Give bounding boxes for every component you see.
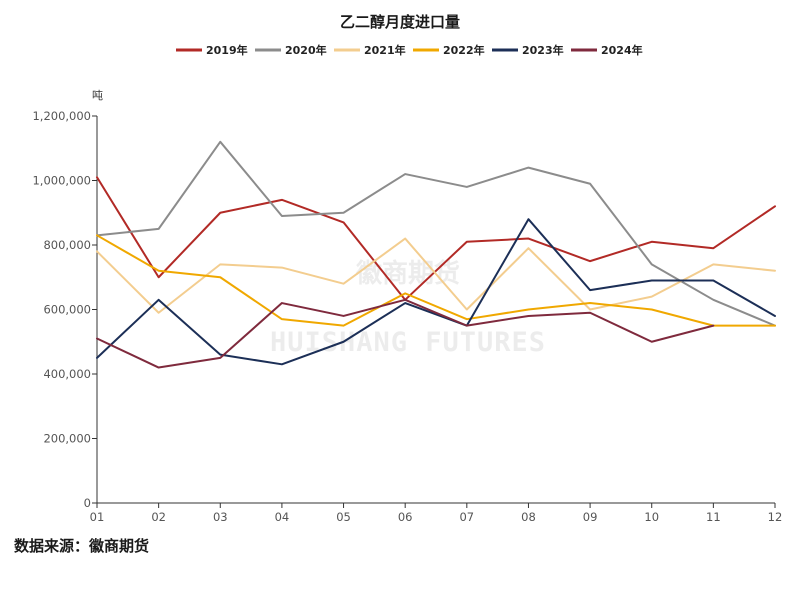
x-tick-label: 01 <box>90 510 105 524</box>
y-tick-label: 200,000 <box>43 432 91 446</box>
x-tick-label: 11 <box>706 510 721 524</box>
legend-label: 2022年 <box>443 43 485 57</box>
x-tick-label: 09 <box>583 510 598 524</box>
series-line-2024年 <box>96 298 715 369</box>
series-line-2023年 <box>96 218 776 366</box>
y-tick-label: 1,200,000 <box>32 109 91 123</box>
axes: 0 200,000 400,000 600,000 800,000 1,000,000 1,… <box>32 109 782 524</box>
legend-label: 2019年 <box>206 43 248 57</box>
legend: 2019年 2020年 2021年 2022年 2023年 2024年 <box>176 43 643 57</box>
y-tick-label: 400,000 <box>43 367 91 381</box>
y-tick-label: 800,000 <box>43 238 91 252</box>
legend-item: 2019年 <box>176 43 248 57</box>
y-tick-label: 600,000 <box>43 303 91 317</box>
x-tick-label: 07 <box>459 510 474 524</box>
legend-label: 2024年 <box>601 43 643 57</box>
series-line-2022年 <box>96 234 776 327</box>
series-line-2020年 <box>96 140 776 327</box>
x-tick-label: 06 <box>398 510 413 524</box>
y-axis-unit: 吨 <box>92 89 103 102</box>
y-tick-label: 1,000,000 <box>32 174 91 188</box>
legend-item: 2021年 <box>334 43 406 57</box>
series-line-2021年 <box>96 237 776 314</box>
x-tick-label: 02 <box>151 510 166 524</box>
series-line-2019年 <box>96 176 776 301</box>
x-tick-label: 03 <box>213 510 228 524</box>
x-tick-label: 12 <box>768 510 783 524</box>
x-tick-label: 05 <box>336 510 351 524</box>
legend-label: 2023年 <box>522 43 564 57</box>
legend-item: 2022年 <box>413 43 485 57</box>
x-tick-label: 08 <box>521 510 536 524</box>
legend-item: 2023年 <box>492 43 564 57</box>
legend-label: 2020年 <box>285 43 327 57</box>
chart-title: 乙二醇月度进口量 <box>340 13 460 31</box>
x-tick-label: 10 <box>644 510 659 524</box>
x-tick-label: 04 <box>275 510 290 524</box>
y-tick-label: 0 <box>84 496 91 510</box>
source-note: 数据来源：徽商期货 <box>14 537 149 555</box>
series-lines <box>96 140 776 369</box>
legend-item: 2024年 <box>571 43 643 57</box>
legend-label: 2021年 <box>364 43 406 57</box>
legend-item: 2020年 <box>255 43 327 57</box>
